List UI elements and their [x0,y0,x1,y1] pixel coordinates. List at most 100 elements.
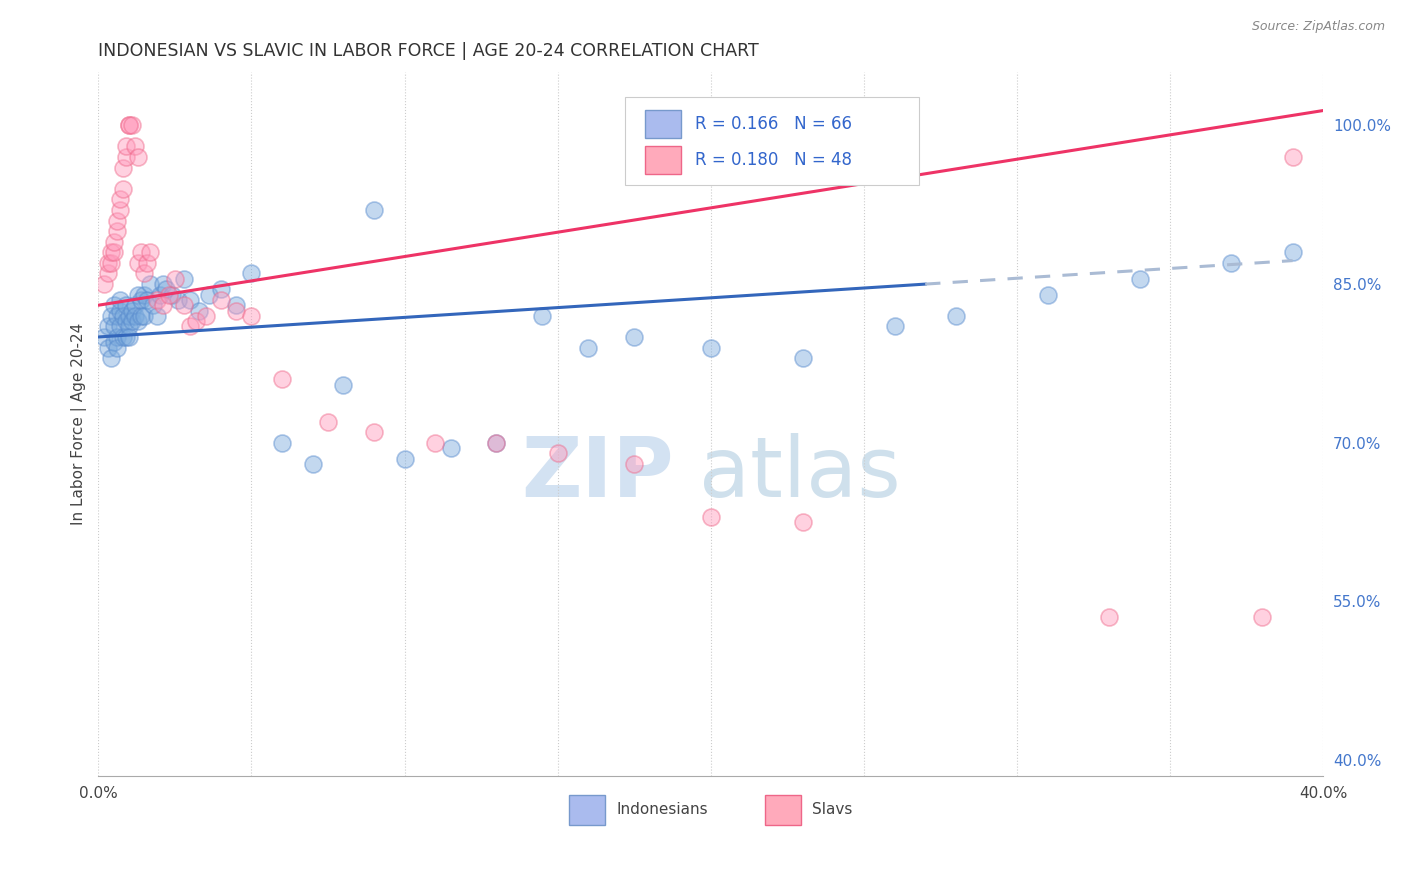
Point [129,309,152,323]
Point [188,303,211,318]
Point [118,119,141,133]
Point [186,314,208,328]
Point [152,298,174,312]
Point [1220,256,1243,270]
Point [124,139,146,153]
Point [105,213,128,227]
Point [240,309,263,323]
Point [209,293,232,307]
Point [145,293,167,307]
Point [623,457,645,471]
Point [111,330,134,344]
Point [485,435,508,450]
Y-axis label: In Labor Force | Age 20-24: In Labor Force | Age 20-24 [72,323,87,525]
Point [179,293,201,307]
Point [363,425,385,440]
Point [145,309,167,323]
Point [883,319,905,334]
Point [152,277,174,291]
Point [115,330,138,344]
Point [157,287,180,301]
Point [103,335,125,350]
Point [115,150,138,164]
Point [547,446,569,460]
Point [271,372,294,386]
Text: atlas: atlas [699,433,900,514]
Point [136,256,159,270]
Point [121,119,143,133]
Point [115,298,138,312]
Point [623,330,645,344]
FancyBboxPatch shape [765,795,801,824]
Point [93,277,115,291]
Point [225,303,247,318]
Point [136,293,159,307]
Point [485,435,508,450]
Point [316,415,339,429]
Point [127,150,149,164]
Point [139,245,162,260]
Point [100,245,122,260]
Point [111,182,134,196]
Text: Indonesians: Indonesians [616,803,709,817]
Point [105,309,128,323]
Point [100,256,122,270]
Point [100,309,122,323]
Point [363,202,385,217]
Point [115,139,138,153]
Point [173,272,195,286]
Point [163,272,186,286]
Point [271,435,294,450]
Point [576,341,599,355]
FancyBboxPatch shape [626,97,920,185]
Point [103,235,125,249]
Point [124,298,146,312]
FancyBboxPatch shape [645,110,682,138]
Point [134,309,156,323]
Point [111,161,134,175]
Point [1036,287,1059,301]
Point [121,314,143,328]
Point [142,298,165,312]
Point [129,293,152,307]
Point [103,245,125,260]
FancyBboxPatch shape [568,795,606,824]
Point [439,441,461,455]
Point [105,224,128,238]
Point [105,341,128,355]
Point [118,319,141,334]
Point [103,319,125,334]
Point [108,202,131,217]
Point [1251,610,1274,624]
Point [155,282,177,296]
Point [792,515,814,529]
Point [332,377,354,392]
Point [134,267,156,281]
Point [1098,610,1121,624]
Point [103,298,125,312]
Point [96,341,118,355]
Point [108,319,131,334]
Text: ZIP: ZIP [522,433,673,514]
Point [121,303,143,318]
Point [240,267,263,281]
Text: R = 0.166   N = 66: R = 0.166 N = 66 [695,115,852,133]
Point [111,309,134,323]
Point [1281,245,1303,260]
Point [139,277,162,291]
Point [394,451,416,466]
Point [179,319,201,334]
Point [118,119,141,133]
Point [96,256,118,270]
Point [301,457,323,471]
Point [124,309,146,323]
Point [700,341,723,355]
Point [108,293,131,307]
Point [1128,272,1150,286]
Point [160,287,183,301]
Point [194,309,217,323]
Text: INDONESIAN VS SLAVIC IN LABOR FORCE | AGE 20-24 CORRELATION CHART: INDONESIAN VS SLAVIC IN LABOR FORCE | AG… [98,42,759,60]
Text: Slavs: Slavs [813,803,853,817]
Point [225,298,247,312]
Point [108,303,131,318]
